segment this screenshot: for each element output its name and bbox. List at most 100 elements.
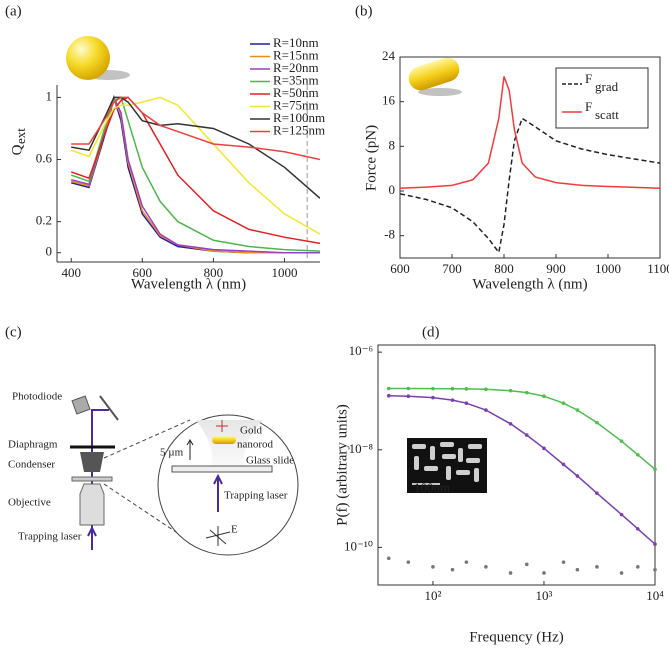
x-tick-label: 900 — [546, 261, 566, 276]
photodiode — [71, 395, 91, 415]
panel-label: (d) — [422, 324, 440, 340]
label: 5 µm — [160, 447, 184, 459]
sphere-icon — [66, 36, 130, 80]
y-tick-label: 10⁻⁶ — [349, 343, 373, 358]
data-point — [386, 386, 391, 391]
data-point — [484, 387, 488, 392]
data-point — [508, 571, 513, 575]
nanorod — [212, 436, 236, 444]
y-tick-label: 16 — [382, 93, 396, 108]
y-axis-label: Force (pN) — [363, 125, 379, 191]
panel-label: (c) — [5, 324, 22, 340]
data-point — [542, 394, 546, 399]
orientation — [216, 420, 228, 432]
polarization — [205, 526, 231, 546]
data-point — [406, 560, 411, 564]
y-tick-label: 10⁻¹⁰ — [344, 538, 373, 553]
series-line — [71, 96, 320, 199]
label: Objective — [8, 497, 51, 509]
y-tick-label: 1 — [46, 88, 53, 103]
data-point — [636, 565, 640, 569]
x-tick-label: 1000 — [271, 265, 297, 280]
label: Photodiode — [12, 391, 62, 403]
data-point — [561, 560, 566, 564]
legend-label: R=75nm — [273, 97, 319, 112]
x-tick-label: 600 — [133, 265, 153, 280]
data-point — [464, 401, 469, 405]
x-axis-label: Wavelength λ (nm) — [131, 276, 246, 292]
x-tick-label: 700 — [442, 261, 462, 276]
data-point — [406, 386, 411, 391]
inset-label: 100nm — [414, 480, 450, 495]
panel-label: (a) — [5, 3, 22, 19]
series-line — [400, 76, 660, 189]
x-tick-label: 800 — [494, 261, 514, 276]
y-tick-label: -8 — [384, 227, 395, 242]
tem-inset — [407, 438, 487, 493]
data-point — [575, 408, 580, 412]
y-tick-label: 8 — [389, 137, 396, 152]
data-point — [575, 474, 580, 478]
data-point — [595, 491, 599, 496]
data-point — [431, 386, 435, 391]
x-tick-label: 10² — [424, 588, 441, 603]
data-point — [653, 467, 657, 472]
label: E — [231, 524, 238, 536]
data-point — [386, 393, 391, 398]
label: Gold — [240, 425, 263, 437]
legend-label-sub: grad — [595, 79, 619, 94]
data-point — [431, 565, 435, 569]
legend-box — [555, 67, 649, 129]
condenser — [80, 452, 104, 472]
panel-label: (b) — [355, 3, 373, 19]
data-point — [619, 439, 624, 443]
laser-arrow — [87, 525, 97, 550]
y-tick-label: 0.6 — [36, 151, 53, 166]
legend-label: R=50nm — [273, 85, 319, 100]
data-point — [524, 390, 529, 395]
rod-icon — [408, 57, 462, 96]
data-point — [508, 388, 513, 393]
zoom-line — [103, 419, 191, 459]
data-point — [464, 387, 469, 391]
y-axis-label-sub: ext — [13, 128, 28, 144]
data-point — [636, 527, 640, 531]
laser-arrow — [213, 473, 223, 512]
data-point — [484, 408, 488, 412]
x-tick-label: 400 — [61, 265, 81, 280]
data-point — [561, 401, 566, 405]
data-point — [450, 398, 455, 402]
data-point — [542, 571, 546, 575]
slide — [71, 476, 113, 482]
data-point — [524, 562, 529, 567]
x-tick-label: 800 — [204, 265, 224, 280]
setup-diagram: (c) Photodiode Diaphragm Condenser Objec… — [5, 324, 299, 556]
glass-slide — [171, 465, 273, 473]
data-point — [653, 542, 657, 546]
objective — [79, 483, 105, 526]
x-tick-label: 600 — [390, 261, 410, 276]
data-point — [484, 565, 488, 569]
series-line — [71, 96, 320, 161]
data-point — [636, 452, 640, 457]
data-point — [595, 420, 599, 425]
series-line — [70, 96, 320, 235]
legend-label: R=125nm — [273, 122, 325, 137]
legend-label: F — [585, 71, 592, 86]
data-point — [450, 567, 455, 572]
plot-frame — [377, 344, 656, 586]
data-point — [406, 394, 411, 399]
zoom-line — [103, 483, 201, 549]
data-point — [431, 395, 435, 400]
y-tick-label: 0 — [389, 182, 396, 197]
data-point — [542, 446, 546, 451]
y-tick-label: 10⁻⁸ — [349, 441, 374, 456]
data-point — [524, 433, 529, 437]
label: Glass slide — [246, 455, 294, 467]
legend-label: R=15nm — [273, 47, 319, 62]
series-line — [71, 94, 320, 254]
data-point — [561, 462, 566, 467]
y-tick-label: 0.2 — [36, 213, 52, 228]
y-tick-label: 0 — [46, 244, 53, 259]
